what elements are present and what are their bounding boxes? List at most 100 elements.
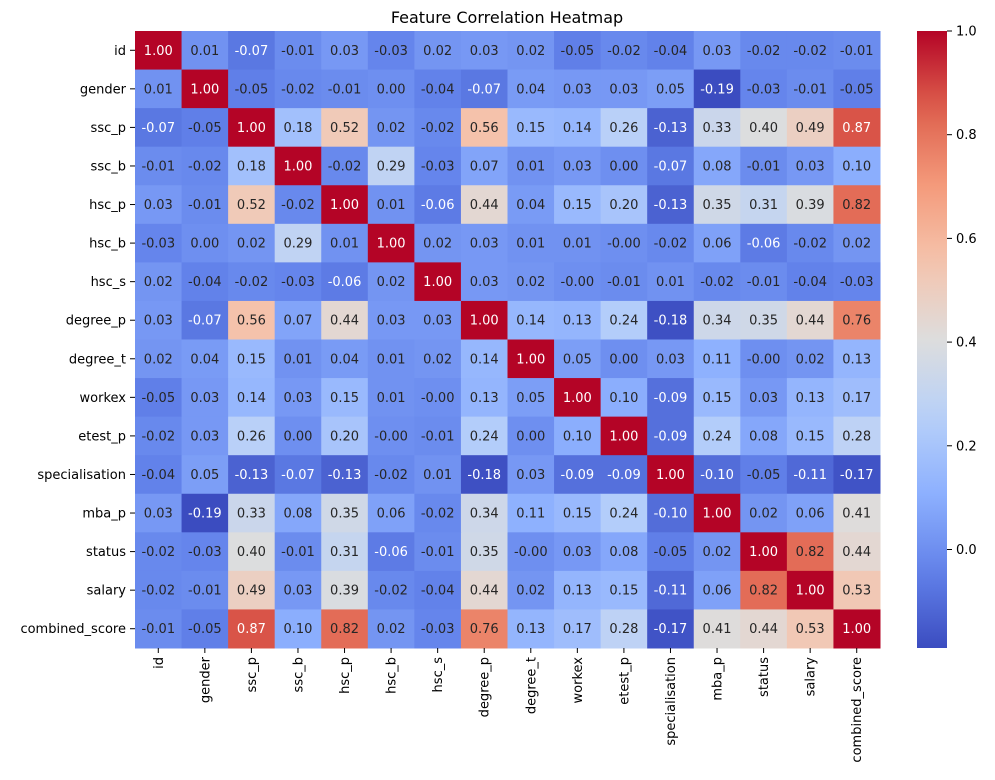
heatmap-cell-mba_p-salary bbox=[786, 493, 834, 533]
cell-value-label: 0.03 bbox=[470, 44, 499, 59]
heatmap-cell-status-ssc_p bbox=[228, 532, 276, 572]
cell-value-label: -0.02 bbox=[747, 44, 781, 59]
heatmap-cell-specialisation-id bbox=[135, 455, 183, 495]
cell-value-label: 0.35 bbox=[749, 314, 778, 329]
cell-value-label: -0.09 bbox=[654, 429, 688, 444]
heatmap-cell-id-salary bbox=[786, 31, 834, 71]
cell-value-label: -0.11 bbox=[793, 468, 827, 483]
cell-value-label: 0.53 bbox=[842, 584, 871, 599]
cell-value-label: 0.03 bbox=[563, 159, 592, 174]
cell-value-label: -0.10 bbox=[654, 507, 688, 522]
heatmap-cell-hsc_p-etest_p bbox=[600, 185, 648, 225]
heatmap-cell-degree_t-hsc_b bbox=[367, 339, 415, 379]
cell-value-label: 0.03 bbox=[656, 352, 685, 367]
y-tick-label-status: status bbox=[86, 545, 126, 560]
heatmap-cell-combined_score-workex bbox=[554, 609, 602, 649]
heatmap-cell-combined_score-etest_p bbox=[600, 609, 648, 649]
cell-value-label: 0.02 bbox=[423, 237, 452, 252]
cell-value-label: 0.08 bbox=[703, 159, 732, 174]
heatmap-cell-gender-mba_p bbox=[693, 69, 741, 109]
heatmap-cell-workex-salary bbox=[786, 378, 834, 418]
x-tick-label-ssc_p: ssc_p bbox=[245, 657, 260, 692]
heatmap-cell-id-combined_score bbox=[833, 31, 881, 71]
cell-value-label: -0.01 bbox=[188, 198, 222, 213]
y-tick-label-ssc_b: ssc_b bbox=[91, 159, 126, 174]
cell-value-label: 0.03 bbox=[563, 545, 592, 560]
cell-value-label: 0.34 bbox=[470, 507, 499, 522]
cell-value-label: -0.05 bbox=[840, 82, 874, 97]
cell-value-label: -0.10 bbox=[700, 468, 734, 483]
heatmap-cell-hsc_b-hsc_s bbox=[414, 223, 462, 263]
cell-value-label: 0.00 bbox=[190, 237, 219, 252]
heatmap-cell-salary-hsc_b bbox=[367, 570, 415, 610]
heatmap-cell-degree_p-specialisation bbox=[647, 300, 695, 340]
heatmap-cell-ssc_p-gender bbox=[181, 108, 229, 148]
cell-value-label: 0.26 bbox=[609, 121, 638, 136]
heatmap-cell-gender-gender bbox=[181, 69, 229, 109]
cell-value-label: 0.52 bbox=[330, 121, 359, 136]
heatmap-cell-ssc_b-ssc_b bbox=[274, 146, 322, 186]
cell-value-label: 0.00 bbox=[609, 352, 638, 367]
cell-value-label: 0.02 bbox=[516, 275, 545, 290]
cell-value-label: 0.14 bbox=[470, 352, 499, 367]
heatmap-cell-hsc_s-combined_score bbox=[833, 262, 881, 302]
heatmap-cell-combined_score-specialisation bbox=[647, 609, 695, 649]
heatmap-cell-id-hsc_s bbox=[414, 31, 462, 71]
cell-value-label: -0.07 bbox=[467, 82, 501, 97]
x-tick-label-combined_score: combined_score bbox=[850, 657, 865, 763]
heatmap-cell-etest_p-ssc_b bbox=[274, 416, 322, 456]
cell-value-label: 0.02 bbox=[377, 622, 406, 637]
cell-value-label: 0.01 bbox=[377, 198, 406, 213]
heatmap-cell-ssc_p-hsc_b bbox=[367, 108, 415, 148]
heatmap-cell-etest_p-degree_p bbox=[460, 416, 508, 456]
heatmap-cell-hsc_s-mba_p bbox=[693, 262, 741, 302]
heatmap-cell-workex-hsc_s bbox=[414, 378, 462, 418]
cell-value-label: -0.13 bbox=[654, 121, 688, 136]
heatmap-cell-hsc_b-hsc_b bbox=[367, 223, 415, 263]
heatmap-cell-degree_p-degree_p bbox=[460, 300, 508, 340]
cell-value-label: -0.04 bbox=[141, 468, 175, 483]
heatmap-cell-etest_p-hsc_p bbox=[321, 416, 369, 456]
heatmap-cell-workex-ssc_p bbox=[228, 378, 276, 418]
cell-value-label: 0.02 bbox=[377, 275, 406, 290]
cell-value-label: 0.03 bbox=[190, 391, 219, 406]
cell-value-label: 0.26 bbox=[237, 429, 266, 444]
cell-value-label: 0.53 bbox=[796, 622, 825, 637]
cell-value-label: 0.00 bbox=[283, 429, 312, 444]
cell-value-label: -0.09 bbox=[607, 468, 641, 483]
heatmap-cell-degree_t-etest_p bbox=[600, 339, 648, 379]
heatmap-cell-id-hsc_p bbox=[321, 31, 369, 71]
cell-value-label: 0.11 bbox=[703, 352, 732, 367]
heatmap-cell-degree_t-hsc_s bbox=[414, 339, 462, 379]
cell-value-label: 0.13 bbox=[842, 352, 871, 367]
heatmap-cell-hsc_p-degree_p bbox=[460, 185, 508, 225]
heatmap-cell-degree_t-degree_p bbox=[460, 339, 508, 379]
heatmap-cell-hsc_b-mba_p bbox=[693, 223, 741, 263]
cell-value-label: 0.02 bbox=[423, 44, 452, 59]
heatmap-cell-hsc_s-ssc_b bbox=[274, 262, 322, 302]
cell-value-label: 0.03 bbox=[144, 507, 173, 522]
cell-value-label: 0.03 bbox=[749, 391, 778, 406]
cell-value-label: 0.17 bbox=[842, 391, 871, 406]
heatmap-cell-salary-combined_score bbox=[833, 570, 881, 610]
y-tick-label-degree_t: degree_t bbox=[69, 352, 126, 367]
heatmap-cell-etest_p-specialisation bbox=[647, 416, 695, 456]
heatmap-cell-mba_p-etest_p bbox=[600, 493, 648, 533]
cell-value-label: 1.00 bbox=[842, 622, 871, 637]
heatmap-cell-hsc_p-salary bbox=[786, 185, 834, 225]
heatmap-cell-combined_score-hsc_s bbox=[414, 609, 462, 649]
cell-value-label: 0.28 bbox=[842, 429, 871, 444]
colorbar-gradient bbox=[917, 31, 947, 648]
heatmap-cell-status-etest_p bbox=[600, 532, 648, 572]
cell-value-label: -0.03 bbox=[747, 82, 781, 97]
cell-value-label: -0.05 bbox=[747, 468, 781, 483]
heatmap-cell-specialisation-salary bbox=[786, 455, 834, 495]
heatmap-cell-degree_t-degree_t bbox=[507, 339, 555, 379]
cell-value-label: 0.02 bbox=[144, 352, 173, 367]
heatmap-cell-ssc_p-status bbox=[740, 108, 788, 148]
heatmap-cell-hsc_b-specialisation bbox=[647, 223, 695, 263]
cell-value-label: -0.13 bbox=[328, 468, 362, 483]
heatmap-cell-status-hsc_p bbox=[321, 532, 369, 572]
cell-value-label: 0.44 bbox=[330, 314, 359, 329]
heatmap-cell-hsc_p-hsc_p bbox=[321, 185, 369, 225]
